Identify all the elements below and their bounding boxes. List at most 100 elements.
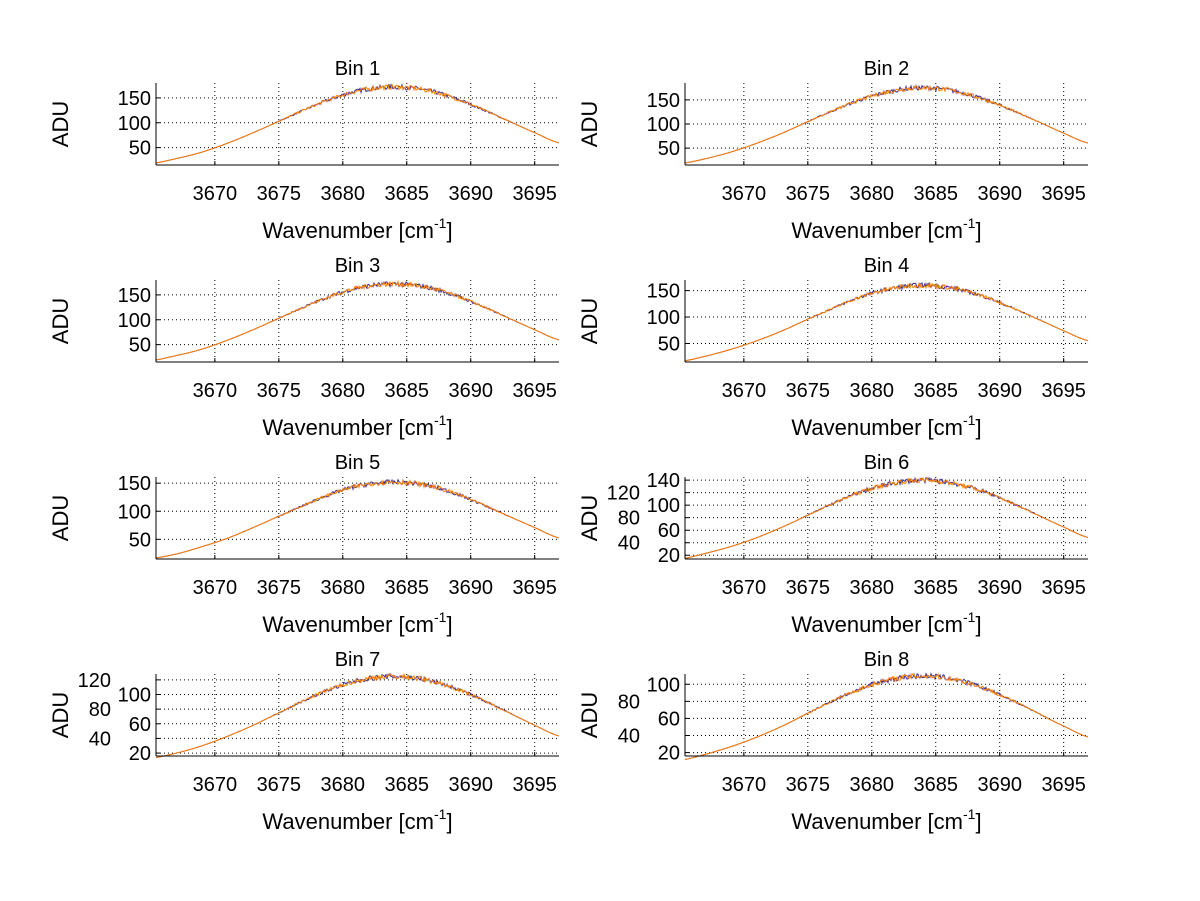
x-tick-label: 3675 <box>257 774 302 796</box>
x-tick-label: 3690 <box>448 380 493 402</box>
x-axis-label-superscript: -1 <box>963 215 976 231</box>
x-tick-label: 3675 <box>786 774 831 796</box>
subplot-1: 3670 3675 3680 3685 3690 3695 50 100 150 Bin 1 ADU… <box>48 58 560 243</box>
x-tick-label: 3680 <box>321 577 366 599</box>
x-tick-label: 3695 <box>512 380 557 402</box>
series-line-2 <box>684 281 1089 362</box>
y-tick-label: 60 <box>129 714 151 736</box>
series-line-2 <box>684 476 1089 559</box>
x-axis-label-main: Wavenumber [cm <box>262 809 434 834</box>
x-tick-label: 3695 <box>512 183 557 205</box>
x-tick-label: 3685 <box>385 380 430 402</box>
y-tick-label: 50 <box>129 529 151 551</box>
subplot-6: 3670 3675 3680 3685 3690 3695 20 40 60 80 100 120 14… <box>577 452 1089 637</box>
y-tick-label: 100 <box>647 307 680 329</box>
x-tick-label: 3670 <box>193 380 238 402</box>
x-tick-label: 3690 <box>977 577 1022 599</box>
y-tick-label: 150 <box>647 281 680 303</box>
x-axis-label-main: Wavenumber [cm <box>262 415 434 440</box>
y-tick-label: 80 <box>618 508 640 530</box>
x-axis-label-main: Wavenumber [cm <box>262 612 434 637</box>
x-tick-label: 3690 <box>977 183 1022 205</box>
y-tick-label: 100 <box>647 114 680 136</box>
y-tick-label: 100 <box>118 310 151 332</box>
x-tick-label: 3670 <box>722 183 767 205</box>
y-tick-label: 150 <box>118 88 151 110</box>
x-axis-label: Wavenumber [cm-1] <box>791 215 981 243</box>
x-axis-label: Wavenumber [cm-1] <box>791 806 981 834</box>
subplot-title: Bin 4 <box>864 255 910 277</box>
x-tick-label: 3695 <box>1041 774 1086 796</box>
series-line-1 <box>155 478 560 559</box>
x-axis-label-end: ] <box>975 809 981 834</box>
subplot-8: 3670 3675 3680 3685 3690 3695 20 40 60 80 100 Bin 8… <box>577 649 1089 834</box>
x-tick-label: 3670 <box>722 380 767 402</box>
x-axis-label-end: ] <box>446 415 452 440</box>
y-tick-label: 50 <box>129 138 151 160</box>
x-tick-label: 3685 <box>914 183 959 205</box>
x-tick-label: 3675 <box>257 577 302 599</box>
x-tick-label: 3690 <box>977 774 1022 796</box>
y-tick-label: 40 <box>618 726 640 748</box>
x-tick-label: 3685 <box>914 577 959 599</box>
y-tick-label: 40 <box>618 533 640 555</box>
x-tick-label: 3675 <box>257 183 302 205</box>
x-axis-label: Wavenumber [cm-1] <box>262 215 452 243</box>
y-tick-label: 60 <box>658 520 680 542</box>
y-tick-label: 60 <box>658 708 680 730</box>
x-axis-label-superscript: -1 <box>434 806 447 822</box>
x-axis-label-main: Wavenumber [cm <box>791 612 963 637</box>
subplot-title: Bin 7 <box>335 649 381 671</box>
y-tick-label: 40 <box>89 728 111 750</box>
subplot-5: 3670 3675 3680 3685 3690 3695 50 100 150 Bin 5 ADU… <box>48 452 560 637</box>
y-tick-label: 100 <box>647 674 680 696</box>
y-tick-label: 50 <box>658 333 680 355</box>
y-axis-label: ADU <box>577 495 602 541</box>
series-line-2 <box>155 279 560 361</box>
x-tick-label: 3675 <box>786 577 831 599</box>
x-axis-label-main: Wavenumber [cm <box>262 218 434 243</box>
y-tick-label: 80 <box>618 691 640 713</box>
y-axis-label: ADU <box>48 495 73 541</box>
x-tick-label: 3680 <box>850 183 895 205</box>
y-tick-label: 50 <box>658 138 680 160</box>
subplot-title: Bin 5 <box>335 452 381 474</box>
y-tick-label: 120 <box>78 670 111 692</box>
x-tick-label: 3680 <box>850 577 895 599</box>
x-axis-label-end: ] <box>446 218 452 243</box>
series-line-1 <box>684 672 1089 760</box>
y-axis-label: ADU <box>577 101 602 147</box>
x-tick-label: 3695 <box>512 577 557 599</box>
y-axis-label: ADU <box>48 101 73 147</box>
x-tick-label: 3680 <box>321 380 366 402</box>
series-line-1 <box>155 280 560 361</box>
y-tick-label: 100 <box>118 113 151 135</box>
x-tick-label: 3670 <box>193 183 238 205</box>
x-axis-label-superscript: -1 <box>434 215 447 231</box>
subplot-title: Bin 6 <box>864 452 910 474</box>
x-axis-label-main: Wavenumber [cm <box>791 218 963 243</box>
series-line-1 <box>155 83 560 164</box>
x-tick-label: 3675 <box>257 380 302 402</box>
x-tick-label: 3695 <box>512 774 557 796</box>
x-axis-label: Wavenumber [cm-1] <box>791 412 981 440</box>
y-tick-label: 80 <box>89 699 111 721</box>
x-tick-label: 3675 <box>786 380 831 402</box>
y-axis-label: ADU <box>577 692 602 738</box>
y-tick-label: 20 <box>658 743 680 765</box>
x-axis-label: Wavenumber [cm-1] <box>262 806 452 834</box>
y-tick-label: 100 <box>647 495 680 517</box>
subplot-7: 3670 3675 3680 3685 3690 3695 20 40 60 80 100 120 Bi… <box>48 649 560 834</box>
x-axis-label-end: ] <box>446 809 452 834</box>
x-axis-label: Wavenumber [cm-1] <box>262 412 452 440</box>
y-tick-label: 20 <box>129 743 151 765</box>
series-line-2 <box>684 84 1089 164</box>
x-tick-label: 3680 <box>850 380 895 402</box>
x-tick-label: 3685 <box>385 577 430 599</box>
series-line-2 <box>155 672 560 758</box>
series-line-1 <box>155 672 560 758</box>
x-tick-label: 3695 <box>1041 183 1086 205</box>
y-tick-label: 100 <box>118 501 151 523</box>
x-tick-label: 3680 <box>321 774 366 796</box>
